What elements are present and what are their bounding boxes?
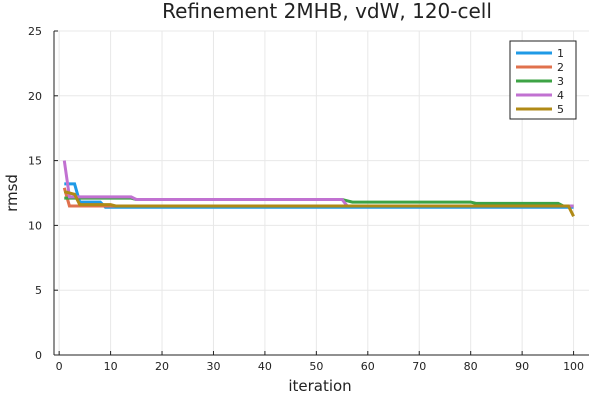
legend-label-4: 4 (557, 89, 564, 102)
x-tick-label: 10 (104, 360, 118, 373)
grid-lines (54, 30, 589, 356)
x-tick-label: 0 (56, 360, 63, 373)
x-tick-label: 60 (361, 360, 375, 373)
y-tick-label: 20 (28, 90, 42, 103)
y-axis-label: rmsd (3, 174, 21, 212)
x-tick-label: 80 (464, 360, 478, 373)
x-tick-label: 70 (412, 360, 426, 373)
x-axis-label: iteration (288, 377, 351, 395)
y-tick-label: 25 (28, 25, 42, 38)
y-tick-label: 5 (35, 284, 42, 297)
series-line-5 (63, 190, 575, 217)
x-axis-ticks: 0 10 20 30 40 50 60 70 80 90 100 (56, 351, 584, 373)
y-tick-label: 0 (35, 349, 42, 362)
x-tick-label: 50 (309, 360, 323, 373)
legend-label-1: 1 (557, 47, 564, 60)
legend-label-3: 3 (557, 75, 564, 88)
x-tick-label: 90 (515, 360, 529, 373)
series-lines (62, 160, 575, 217)
x-tick-label: 30 (206, 360, 220, 373)
y-tick-label: 15 (28, 155, 42, 168)
y-axis-ticks: 0 5 10 15 20 25 (28, 25, 58, 362)
x-tick-label: 100 (563, 360, 584, 373)
chart-title: Refinement 2MHB, vdW, 120-cell (162, 0, 492, 23)
legend-label-2: 2 (557, 61, 564, 74)
x-tick-label: 20 (155, 360, 169, 373)
y-tick-label: 10 (28, 219, 42, 232)
legend-label-5: 5 (557, 103, 564, 116)
x-tick-label: 40 (258, 360, 272, 373)
series-line-4 (62, 160, 574, 208)
